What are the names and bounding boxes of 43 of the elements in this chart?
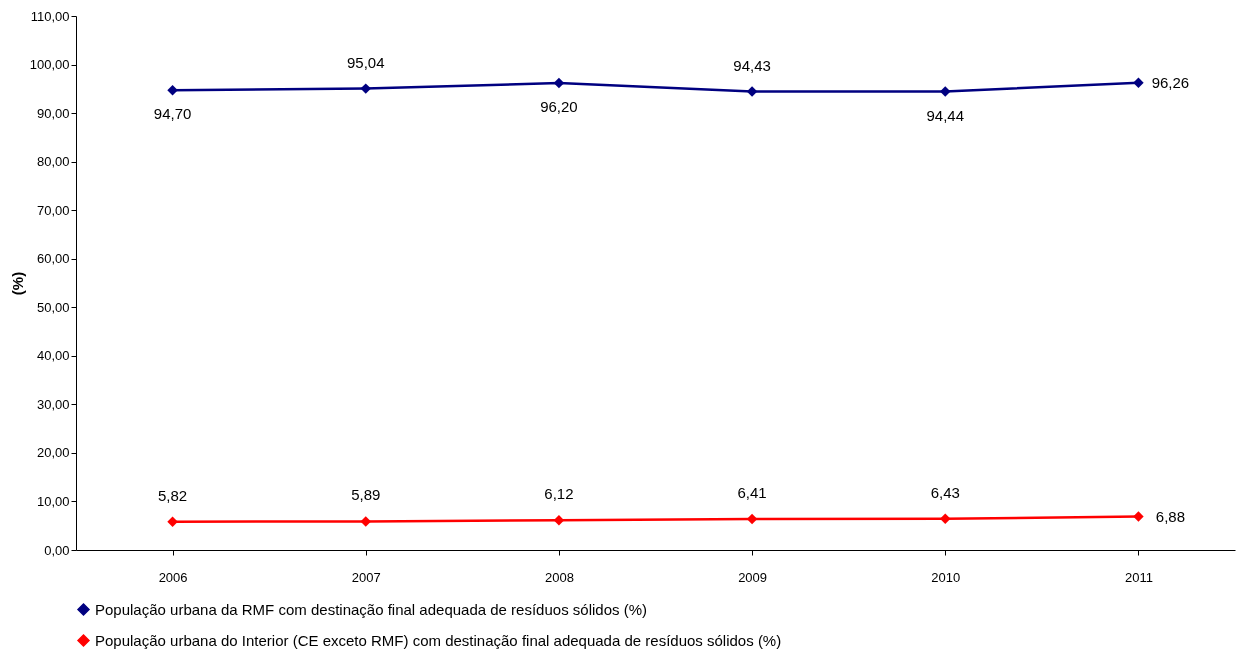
y-tick-label: 30,00 <box>36 396 70 412</box>
x-tick-label: 2009 <box>738 569 768 585</box>
y-tick-label: 10,00 <box>36 493 70 509</box>
y-tick-label: 0,00 <box>44 542 70 558</box>
data-label: 6,43 <box>930 483 960 501</box>
data-label: 94,44 <box>926 106 965 124</box>
x-tick-label: 2006 <box>158 569 188 585</box>
y-tick-label: 70,00 <box>36 202 70 218</box>
point <box>1133 511 1144 522</box>
y-tick-label: 100,00 <box>29 57 70 73</box>
y-tick-label: 50,00 <box>36 299 70 315</box>
point <box>167 85 178 96</box>
data-label: 94,70 <box>153 105 192 123</box>
y-tick-label: 40,00 <box>36 348 70 364</box>
point <box>940 513 951 525</box>
data-label: 96,26 <box>1151 73 1190 91</box>
data-label: 94,43 <box>733 56 771 74</box>
y-tick-label: 20,00 <box>36 445 70 461</box>
legend-label: População urbana da RMF com destinação final adequada de resíduos sólidos (%) <box>95 600 647 618</box>
y-tick-label: 80,00 <box>36 154 70 170</box>
point <box>746 86 758 97</box>
point <box>1133 77 1144 88</box>
x-tick-label: 2011 <box>1124 569 1153 585</box>
point <box>940 86 951 97</box>
data-label: 6,41 <box>737 483 767 501</box>
data-label: 96,20 <box>540 97 578 115</box>
point <box>360 83 371 94</box>
data-label: 95,04 <box>346 53 385 71</box>
data-label: 5,89 <box>351 486 381 504</box>
y-tick-label: 60,00 <box>36 251 70 267</box>
y-tick-label: 110,00 <box>30 8 70 24</box>
data-label: 5,82 <box>157 486 188 504</box>
point <box>553 515 565 526</box>
y-tick-label: 90,00 <box>36 105 70 121</box>
y-axis-title: (%) <box>8 271 26 296</box>
x-tick-label: 2010 <box>931 569 961 585</box>
data-label: 6,12 <box>544 485 574 503</box>
point <box>360 516 371 527</box>
point <box>167 516 178 527</box>
x-tick-label: 2007 <box>351 569 381 585</box>
legend-label: População urbana do Interior (CE exceto RMF) com destinação final adequada de resíduos sólidos (%) <box>95 631 782 649</box>
data-label: 6,88 <box>1155 507 1186 525</box>
x-tick-label: 2008 <box>544 569 574 585</box>
